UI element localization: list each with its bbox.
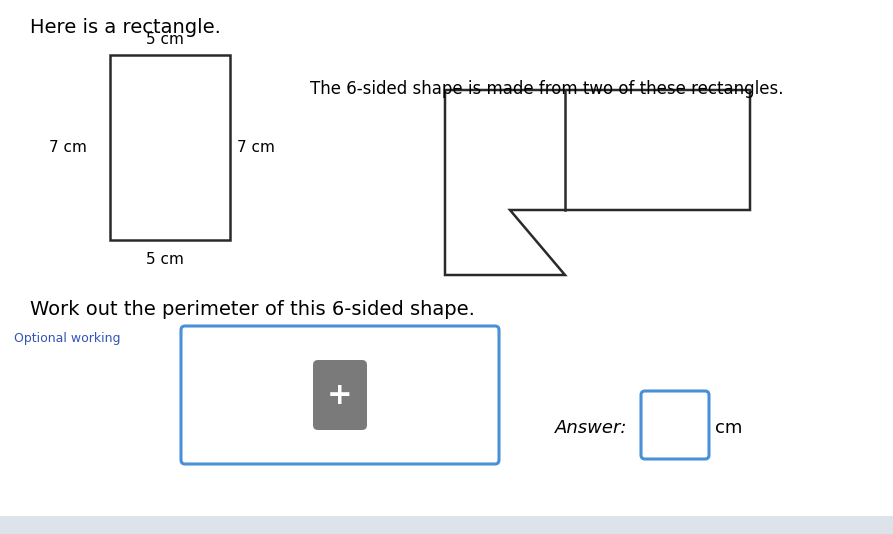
FancyBboxPatch shape [313,360,367,430]
Text: cm: cm [715,419,742,437]
Text: 5 cm: 5 cm [146,252,184,267]
Text: +: + [327,381,353,410]
Text: Optional working: Optional working [13,332,120,345]
Text: 7 cm: 7 cm [49,139,87,154]
Text: 5 cm: 5 cm [146,32,184,47]
Text: The 6-sided shape is made from two of these rectangles.: The 6-sided shape is made from two of th… [310,80,783,98]
Text: Answer:: Answer: [555,419,628,437]
Polygon shape [0,516,893,534]
Text: 7 cm: 7 cm [237,139,275,154]
FancyBboxPatch shape [641,391,709,459]
FancyBboxPatch shape [181,326,499,464]
Text: Work out the perimeter of this 6-sided shape.: Work out the perimeter of this 6-sided s… [30,300,475,319]
Text: Here is a rectangle.: Here is a rectangle. [30,18,221,37]
